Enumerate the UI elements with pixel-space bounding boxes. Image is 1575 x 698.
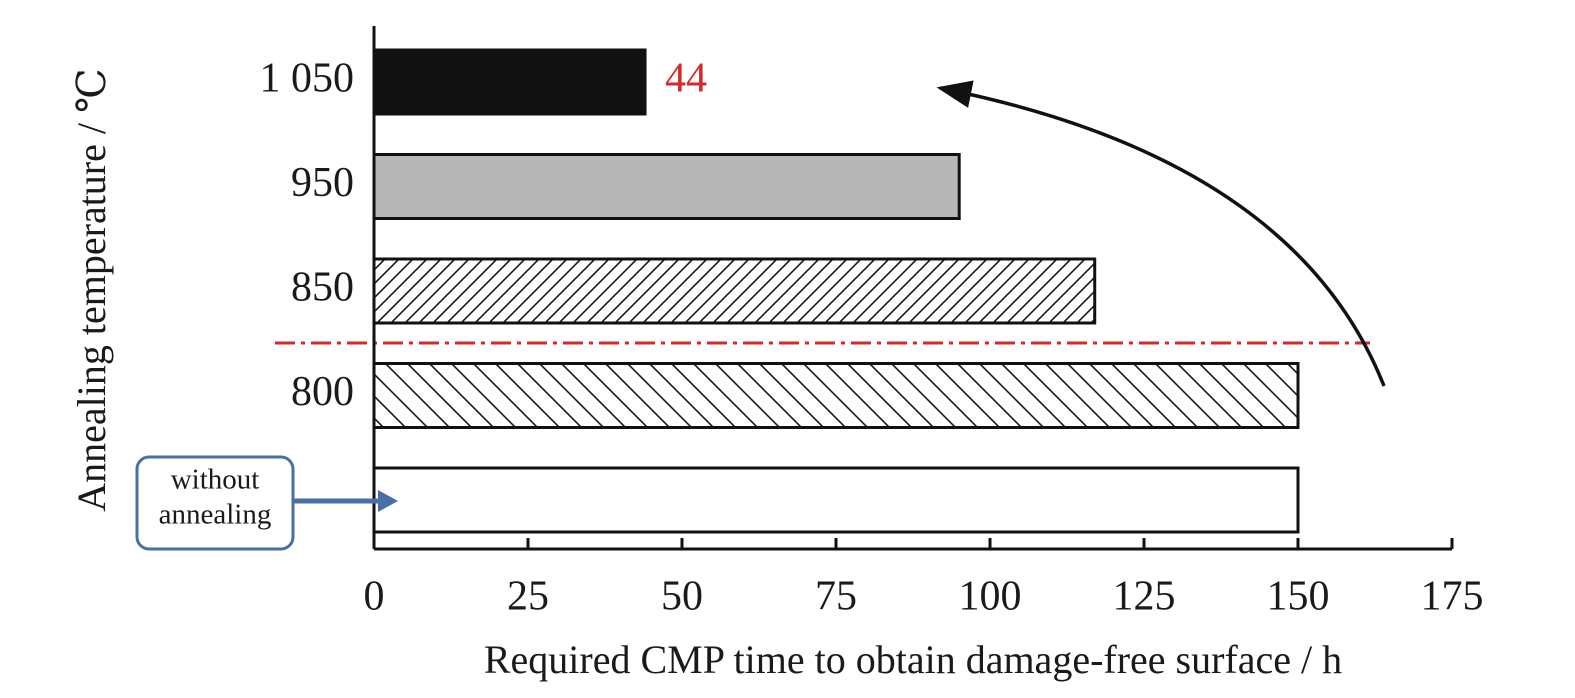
y-tick-label-2: 850	[291, 265, 354, 311]
x-axis-title: Required CMP time to obtain damage-free …	[484, 637, 1342, 682]
y-tick-label-0: 1 050	[260, 56, 355, 102]
data-label-0: 44	[665, 56, 707, 102]
x-tick-label-3: 75	[815, 574, 857, 620]
x-tick-label-7: 175	[1421, 574, 1484, 620]
bar-4	[372, 466, 1300, 534]
bar-2	[372, 257, 1097, 325]
callout-line-2: annealing	[159, 499, 272, 531]
x-tick-label-4: 100	[959, 574, 1022, 620]
callout-arrow-head	[378, 490, 398, 512]
y-tick-label-1: 950	[291, 160, 354, 206]
y-axis-title: Annealing temperature / ℃	[69, 68, 114, 511]
trend-arrow	[936, 80, 1386, 387]
callout-line-1: without	[171, 464, 260, 496]
x-tick-label-2: 50	[661, 574, 703, 620]
bar-0	[372, 48, 647, 116]
bar-1	[372, 153, 961, 220]
x-tick-label-0: 0	[364, 574, 385, 620]
y-tick-label-3: 800	[291, 369, 354, 415]
callout-box: without annealing	[135, 455, 295, 551]
x-tick-label-5: 125	[1113, 574, 1176, 620]
x-tick-label-6: 150	[1267, 574, 1330, 620]
x-tick-label-1: 25	[507, 574, 549, 620]
bar-3	[372, 362, 1300, 429]
